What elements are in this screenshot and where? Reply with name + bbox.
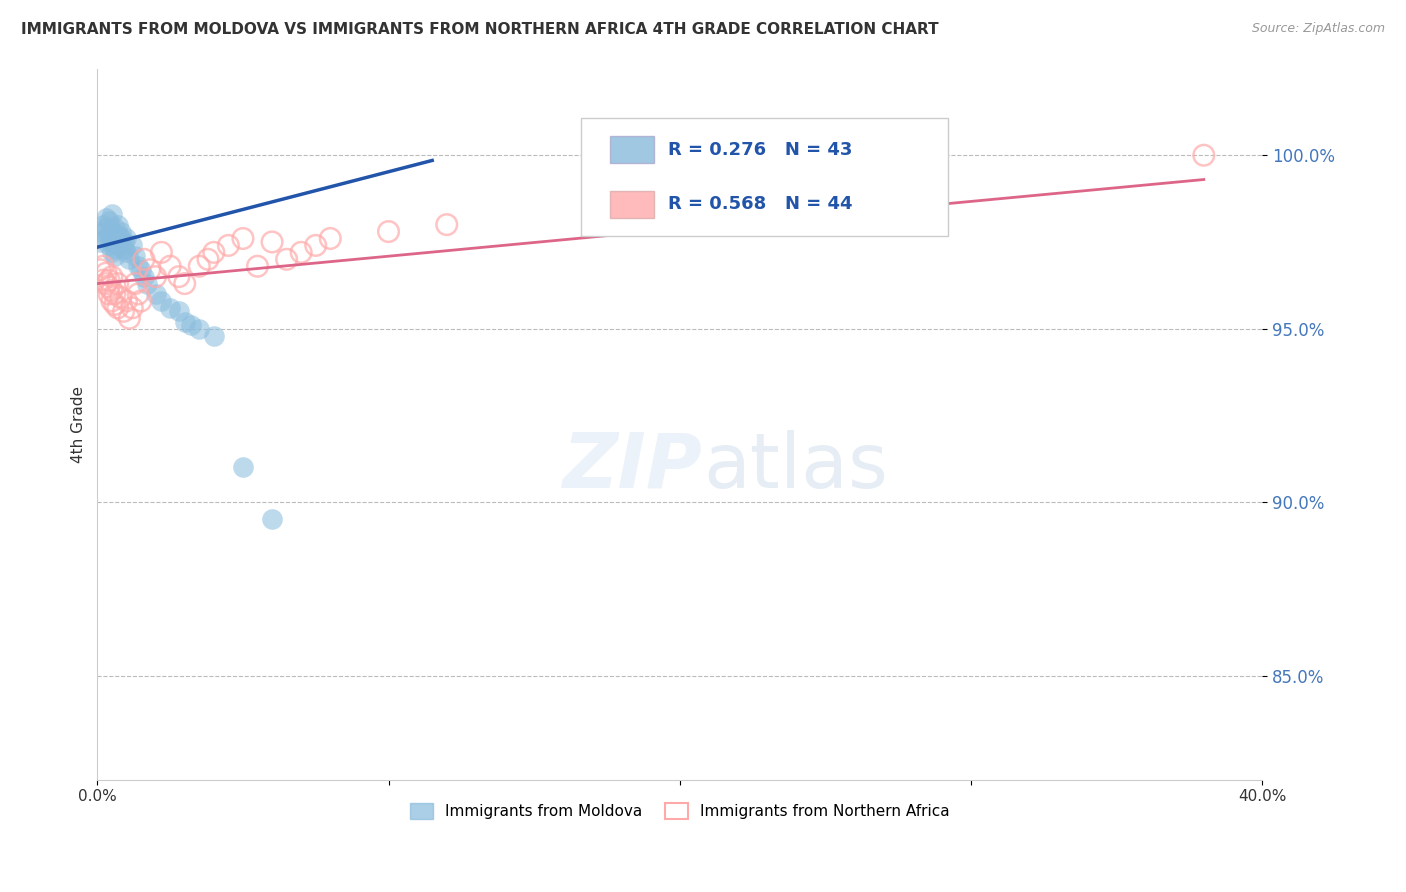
Point [127, 287, 149, 301]
Point [107, 227, 129, 242]
Point [98, 227, 121, 242]
Point [110, 231, 132, 245]
Point [145, 287, 167, 301]
Point [110, 225, 132, 239]
Point [94, 211, 117, 225]
Point [89, 262, 111, 277]
Point [98, 280, 121, 294]
Point [173, 315, 195, 329]
Point [101, 225, 124, 239]
Point [159, 301, 181, 315]
Point [118, 252, 141, 267]
Point [104, 297, 127, 311]
Point [232, 460, 254, 475]
Point [121, 238, 143, 252]
Point [150, 245, 173, 260]
Legend: Immigrants from Moldova, Immigrants from Northern Africa: Immigrants from Moldova, Immigrants from… [404, 797, 956, 825]
Text: IMMIGRANTS FROM MOLDOVA VS IMMIGRANTS FROM NORTHERN AFRICA 4TH GRADE CORRELATION: IMMIGRANTS FROM MOLDOVA VS IMMIGRANTS FR… [21, 22, 939, 37]
Point [188, 259, 211, 273]
Point [436, 218, 458, 232]
Text: atlas: atlas [703, 430, 887, 504]
FancyBboxPatch shape [610, 136, 654, 163]
Point [110, 290, 132, 304]
Point [121, 301, 143, 315]
Point [276, 252, 298, 267]
Point [94, 231, 117, 245]
Point [115, 231, 138, 245]
Point [104, 287, 127, 301]
FancyBboxPatch shape [581, 119, 948, 235]
Point [89, 235, 111, 249]
Text: R = 0.568   N = 44: R = 0.568 N = 44 [668, 195, 852, 213]
Point [319, 231, 342, 245]
Point [98, 214, 121, 228]
Point [246, 259, 269, 273]
Point [101, 293, 124, 308]
Point [112, 235, 135, 249]
Point [377, 225, 399, 239]
Point [98, 273, 121, 287]
Point [94, 277, 117, 291]
Point [180, 318, 202, 333]
Point [107, 301, 129, 315]
Point [101, 269, 124, 284]
Point [118, 311, 141, 326]
Point [91, 259, 114, 273]
Point [101, 235, 124, 249]
Point [132, 269, 155, 284]
FancyBboxPatch shape [610, 191, 654, 218]
Point [107, 218, 129, 232]
Point [98, 238, 121, 252]
Point [173, 277, 195, 291]
Point [94, 266, 117, 280]
Point [91, 225, 114, 239]
Text: R = 0.276   N = 43: R = 0.276 N = 43 [668, 141, 852, 159]
Point [145, 269, 167, 284]
Point [305, 238, 328, 252]
Text: Source: ZipAtlas.com: Source: ZipAtlas.com [1251, 22, 1385, 36]
Point [1192, 148, 1215, 162]
Point [112, 242, 135, 256]
Point [159, 259, 181, 273]
Point [232, 231, 254, 245]
Point [115, 245, 138, 260]
Point [104, 221, 127, 235]
Point [107, 277, 129, 291]
Text: ZIP: ZIP [564, 430, 703, 504]
Point [290, 245, 312, 260]
Point [94, 221, 117, 235]
Point [98, 287, 121, 301]
Point [101, 284, 124, 298]
Point [188, 321, 211, 335]
Point [129, 262, 152, 277]
Point [139, 262, 162, 277]
Point [217, 238, 239, 252]
Point [124, 277, 146, 291]
Point [167, 269, 190, 284]
Point [202, 245, 225, 260]
Point [104, 242, 127, 256]
Point [91, 273, 114, 287]
Point [124, 249, 146, 263]
Point [260, 235, 283, 249]
Point [104, 249, 127, 263]
Point [101, 207, 124, 221]
Point [202, 328, 225, 343]
Point [129, 293, 152, 308]
Point [104, 231, 127, 245]
Point [112, 304, 135, 318]
Point [107, 238, 129, 252]
Point [197, 252, 219, 267]
Y-axis label: 4th Grade: 4th Grade [72, 385, 86, 463]
Point [260, 512, 283, 526]
Point [167, 304, 190, 318]
Point [91, 218, 114, 232]
Point [135, 277, 157, 291]
Point [132, 252, 155, 267]
Point [101, 245, 124, 260]
Point [127, 259, 149, 273]
Point [150, 293, 173, 308]
Point [115, 293, 138, 308]
